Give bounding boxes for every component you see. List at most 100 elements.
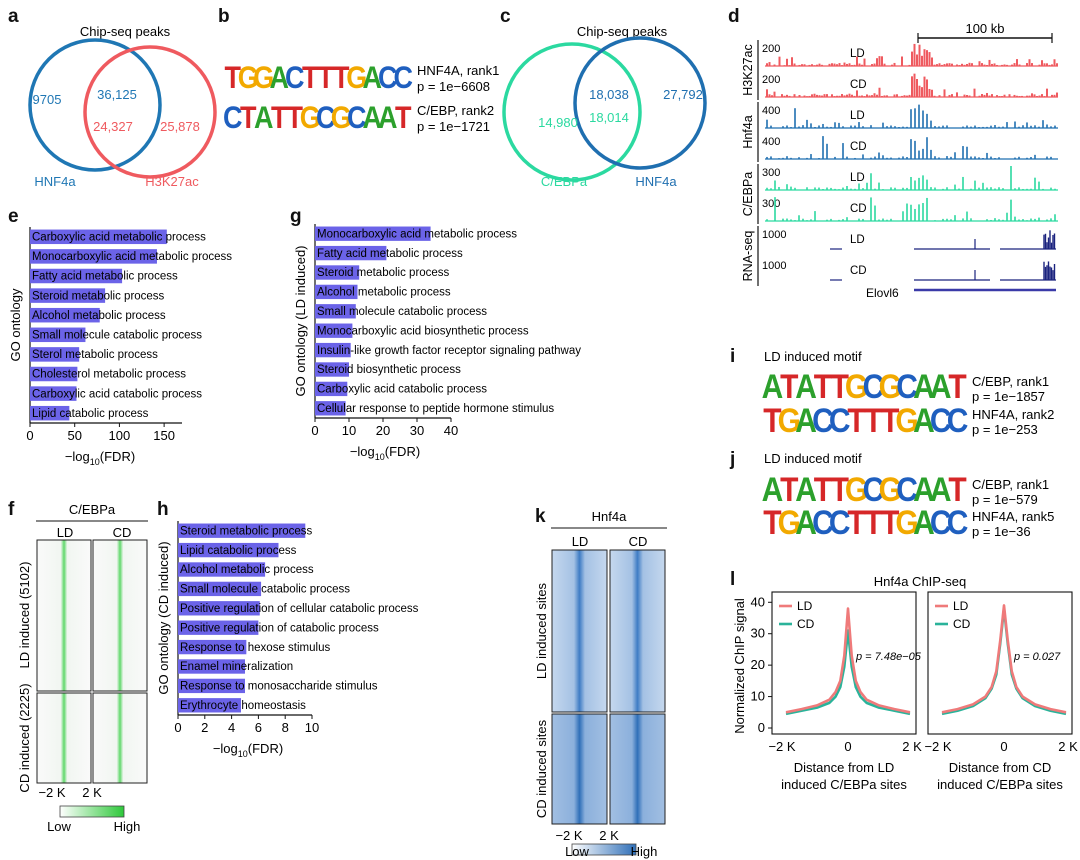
bar xyxy=(315,245,387,261)
heatmap-k-tick-right: 2 K xyxy=(599,828,619,843)
track-max-label: 300 xyxy=(762,167,780,179)
bar-label: Alcohol metabolic process xyxy=(180,564,314,576)
motif-letter: T xyxy=(318,61,335,95)
motif-letter: A xyxy=(363,101,382,135)
motif-letter: T xyxy=(240,101,257,135)
motif-letter: C xyxy=(863,367,885,405)
bar-label: Positive regulation of catabolic process xyxy=(180,622,379,634)
go-chart-g: Monocarboxylic acid metabolic process Fat… xyxy=(293,224,581,462)
motif-letter: T xyxy=(881,401,900,439)
bar xyxy=(30,229,167,245)
heatmap-f-tick-left: −2 K xyxy=(38,785,65,800)
motif-letter: T xyxy=(847,401,866,439)
x-tick-label: 10 xyxy=(342,423,356,438)
heatmap-f-col-cd: CD xyxy=(113,525,132,540)
panel-letter-f: f xyxy=(8,499,15,520)
track-max-label: 200 xyxy=(762,43,780,55)
track-max-label: 400 xyxy=(762,105,780,117)
motif-letter: G xyxy=(253,61,274,95)
bar xyxy=(315,304,356,319)
motif-letter: T xyxy=(814,470,833,508)
motif-letter: A xyxy=(795,503,817,541)
x-tick-label: 2 K xyxy=(1058,739,1078,754)
motif-letter: G xyxy=(895,503,918,541)
track-signal xyxy=(766,197,1056,221)
bar-label: Steroid metabolic process xyxy=(180,525,313,537)
motif-letter: C xyxy=(947,503,969,541)
motif-letter: G xyxy=(879,367,902,405)
bar-label: Small molecule catabolic process xyxy=(180,584,350,596)
gene-name: Elovl6 xyxy=(866,286,899,300)
heatmap-f-tick-right: 2 K xyxy=(82,785,102,800)
bar xyxy=(178,678,245,694)
motif-name: C/EBP, rank1 xyxy=(972,477,1049,492)
genome-tracks: 100 kb H3K27ac 200 LD 200 CD Hnf4a 400 LD 400 CD C… xyxy=(741,21,1058,300)
motif-letter: C xyxy=(347,101,366,135)
motif-letter: T xyxy=(780,367,799,405)
bar-label: Response to monosaccharide stimulus xyxy=(180,681,378,693)
motif-name: C/EBP, rank1 xyxy=(972,374,1049,389)
bar xyxy=(30,366,78,382)
x-tick-label: 0 xyxy=(1000,739,1007,754)
x-tick-label: −2 K xyxy=(924,739,951,754)
panel-letter-l: l xyxy=(730,569,735,590)
bar-label: Steroid metabolic process xyxy=(317,267,450,279)
heatmap-k-row-cd: CD induced sites xyxy=(534,719,549,818)
bar xyxy=(178,659,245,674)
bar-label: Steroid biosynthetic process xyxy=(317,364,461,376)
y-tick-label: 40 xyxy=(751,594,765,609)
venn-c-right-label: HNF4a xyxy=(635,174,677,189)
heatmap-k: Hnf4a LD CD LD induced sites CD induced … xyxy=(534,509,667,859)
track-max-label: 400 xyxy=(762,136,780,148)
motif-letter: T xyxy=(831,367,850,405)
motif-letter: C xyxy=(812,401,834,439)
venn-a-right-label: H3K27ac xyxy=(145,174,199,189)
heatmap-k-block-ld-cd xyxy=(609,549,666,713)
x-axis-label: Distance from CD xyxy=(949,760,1052,775)
motif-letter: T xyxy=(780,470,799,508)
p-value-annotation: p = 7.48e−05 xyxy=(855,651,922,663)
venn-c-left-circle xyxy=(502,42,642,182)
motif-letter: T xyxy=(864,503,883,541)
bar xyxy=(30,347,80,362)
motif-letter: G xyxy=(845,367,868,405)
heatmap-k-row-ld: LD induced sites xyxy=(534,582,549,679)
track-group-label: Hnf4a xyxy=(741,115,755,148)
bar-label: Alcohol metabolic process xyxy=(32,310,166,322)
go-chart-e: Carboxylic acid metabolic process Monocar… xyxy=(8,227,232,467)
bar xyxy=(178,581,262,597)
x-tick-label: 0 xyxy=(844,739,851,754)
y-axis-label: GO ontology xyxy=(8,288,23,361)
series-line-ld xyxy=(941,604,1067,714)
motif-letter: A xyxy=(795,367,817,405)
y-axis-label: GO ontology (LD induced) xyxy=(293,245,308,396)
track-signal xyxy=(830,261,1056,281)
legend-label: CD xyxy=(953,617,971,631)
y-tick-label: 30 xyxy=(751,626,765,641)
heatmap-f-block-cd-cd xyxy=(92,692,148,784)
venn-a-right-circle xyxy=(83,45,217,179)
heatmap-f-row-cd: CD induced (2225) xyxy=(17,683,32,792)
heatmap-k-title: Hnf4a xyxy=(592,509,627,524)
motif-j-title: LD induced motif xyxy=(764,451,862,466)
panel-letter-i: i xyxy=(730,346,735,367)
bar xyxy=(315,284,358,300)
venn-c-overlap-top: 18,038 xyxy=(589,87,629,102)
bar xyxy=(178,601,260,616)
track-condition-label: CD xyxy=(850,203,867,215)
heatmap-f: C/EBPa LD CD LD induced (5102) CD induce… xyxy=(17,502,148,834)
bar-label: Sterol metabolic process xyxy=(32,349,158,361)
track-signal xyxy=(830,230,1056,250)
bar xyxy=(30,405,70,421)
venn-c-title: Chip-seq peaks xyxy=(577,24,668,39)
motif-letter: T xyxy=(948,367,967,405)
heatmap-f-legend-low: Low xyxy=(47,819,71,834)
motif-letter: T xyxy=(831,470,850,508)
y-axis-label: GO ontology (CD induced) xyxy=(156,541,171,694)
motif-letter: C xyxy=(394,61,413,95)
bar-label: Carboxylic acid catabolic process xyxy=(32,388,202,400)
motif-letter: A xyxy=(795,401,817,439)
bar-label: Carboxylic acid catabolic process xyxy=(317,384,487,396)
